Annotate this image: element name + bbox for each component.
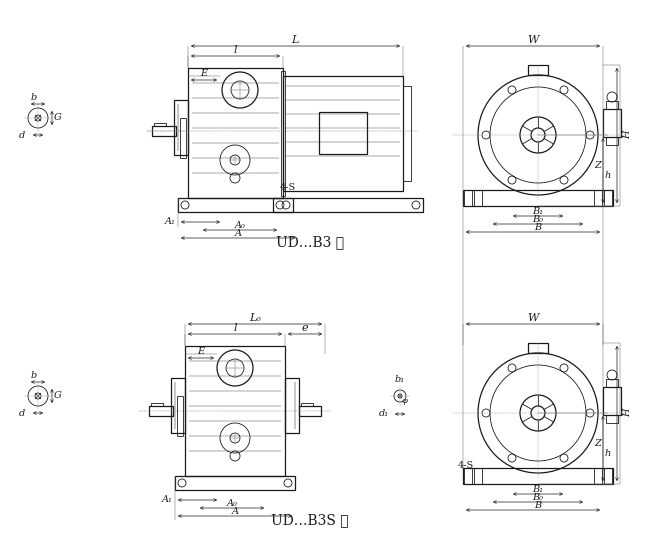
Bar xyxy=(283,76,403,191)
Bar xyxy=(603,109,621,137)
Text: H: H xyxy=(623,131,632,139)
Bar xyxy=(604,190,612,206)
Text: H: H xyxy=(623,408,632,417)
Text: B: B xyxy=(534,224,541,232)
Bar xyxy=(178,198,293,212)
Text: b: b xyxy=(31,93,37,103)
Text: A₀: A₀ xyxy=(235,220,246,230)
Bar xyxy=(606,137,618,145)
Text: l: l xyxy=(233,323,237,333)
Bar xyxy=(154,123,166,126)
Bar xyxy=(152,126,176,136)
Bar xyxy=(474,190,482,206)
Text: L: L xyxy=(291,35,299,45)
Text: UD…B3S 型: UD…B3S 型 xyxy=(271,513,349,527)
Bar xyxy=(403,86,411,181)
Text: b₁: b₁ xyxy=(395,375,405,385)
Text: E: E xyxy=(200,68,207,77)
Text: h: h xyxy=(605,448,611,458)
Text: 4-S: 4-S xyxy=(280,183,296,193)
Text: A₁: A₁ xyxy=(164,217,176,226)
Bar xyxy=(149,406,173,416)
Text: b: b xyxy=(31,371,37,380)
Bar xyxy=(606,101,618,109)
Bar xyxy=(463,190,613,206)
Text: Z: Z xyxy=(595,161,601,169)
Bar xyxy=(606,379,618,387)
Bar xyxy=(594,190,602,206)
Text: d: d xyxy=(19,130,25,140)
Bar xyxy=(285,378,299,433)
Text: 4-S: 4-S xyxy=(458,461,474,470)
Bar xyxy=(606,415,618,423)
Text: Z: Z xyxy=(595,438,601,448)
Text: E: E xyxy=(198,347,205,355)
Text: A: A xyxy=(231,507,239,516)
Text: UD…B3 型: UD…B3 型 xyxy=(276,235,344,249)
Bar xyxy=(185,346,285,476)
Bar xyxy=(603,387,621,415)
Bar xyxy=(301,403,313,406)
Bar xyxy=(171,378,185,433)
Bar xyxy=(188,68,283,198)
Bar xyxy=(281,71,285,196)
Text: W: W xyxy=(527,35,539,45)
Text: A: A xyxy=(235,229,242,237)
Bar xyxy=(464,468,472,484)
Text: G: G xyxy=(54,114,62,123)
Text: e: e xyxy=(302,323,308,333)
Text: B₁: B₁ xyxy=(532,208,543,216)
Text: d: d xyxy=(19,408,25,417)
Bar xyxy=(528,343,548,353)
Bar xyxy=(594,468,602,484)
Text: B: B xyxy=(534,502,541,511)
Bar xyxy=(528,65,548,75)
Text: B₁: B₁ xyxy=(532,486,543,495)
Text: d₁: d₁ xyxy=(379,410,389,418)
Text: G: G xyxy=(54,391,62,401)
Bar xyxy=(273,198,423,212)
Text: l: l xyxy=(233,45,237,55)
Bar xyxy=(174,100,188,155)
Text: B₀: B₀ xyxy=(532,493,543,502)
Bar xyxy=(175,476,295,490)
Text: B₀: B₀ xyxy=(532,215,543,225)
Bar xyxy=(474,468,482,484)
Text: L₀: L₀ xyxy=(249,313,261,323)
Bar xyxy=(151,403,163,406)
Text: h: h xyxy=(605,171,611,179)
Bar xyxy=(463,468,613,484)
Text: A₀: A₀ xyxy=(227,498,237,507)
Bar xyxy=(464,190,472,206)
Text: φ: φ xyxy=(402,397,408,405)
Text: W: W xyxy=(527,313,539,323)
Bar xyxy=(299,406,321,416)
Bar xyxy=(604,468,612,484)
Text: A₁: A₁ xyxy=(162,496,172,505)
Bar xyxy=(319,112,367,154)
